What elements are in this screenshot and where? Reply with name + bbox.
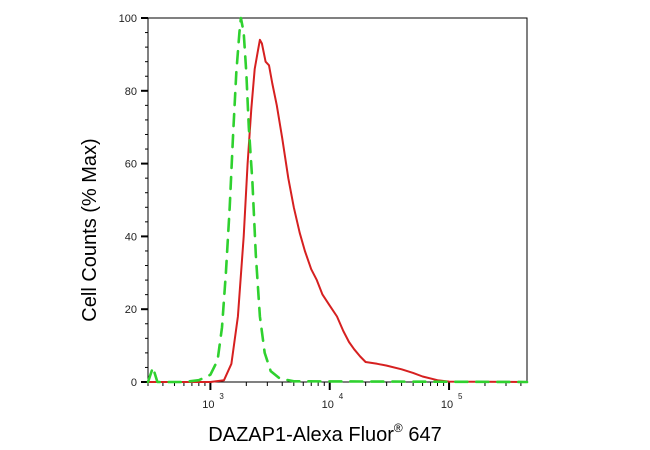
y-tick-label: 80 [125, 86, 137, 98]
x-tick-label: 10 [441, 399, 453, 411]
y-tick-label: 100 [119, 13, 137, 25]
series-line-dashed [146, 16, 529, 384]
plot-frame [147, 17, 528, 383]
series-lines [146, 16, 529, 384]
x-axis-ticks: 10 3 10 4 10 5 [147, 382, 522, 411]
x-axis-title: DAZAP1-Alexa Fluor® 647 [208, 421, 441, 446]
y-tick-label: 60 [125, 159, 137, 171]
plot-border [147, 17, 528, 383]
x-axis-title-main: DAZAP1-Alexa Fluor [208, 424, 394, 446]
x-tick-label: 10 [202, 399, 214, 411]
x-tick-exponent: 3 [219, 392, 224, 401]
y-axis-title: Cell Counts (% Max) [79, 138, 101, 321]
x-tick-label: 10 [322, 399, 334, 411]
x-axis-title-suffix: 647 [403, 424, 442, 446]
y-tick-label: 0 [131, 377, 137, 389]
x-axis-title-registered-mark: ® [394, 421, 403, 435]
x-tick-exponent: 5 [458, 392, 463, 401]
y-tick-label: 20 [125, 304, 137, 316]
y-axis-ticks: 0 20 40 60 80 100 [119, 13, 148, 389]
y-tick-label: 40 [125, 231, 137, 243]
series-line-solid [147, 38, 528, 383]
x-tick-exponent: 4 [339, 392, 344, 401]
